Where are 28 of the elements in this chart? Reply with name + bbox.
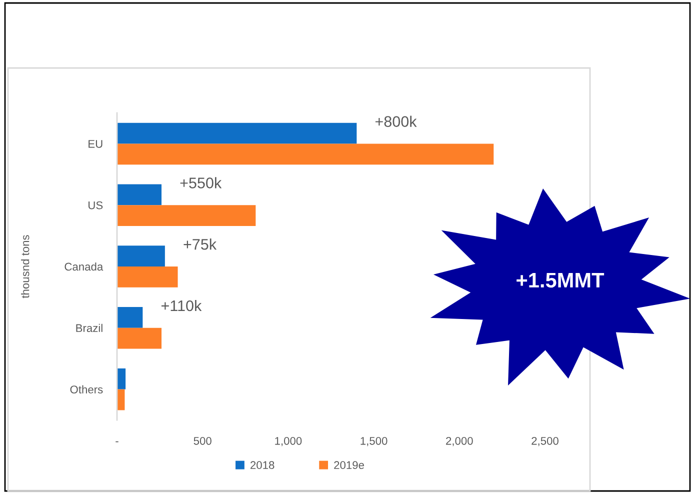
bar xyxy=(117,205,256,226)
x-tick-label: 1,500 xyxy=(360,436,388,446)
x-tick-label: - xyxy=(116,441,118,442)
annotation: +75k xyxy=(184,238,217,250)
bar xyxy=(117,184,162,206)
bar xyxy=(117,122,357,144)
bar xyxy=(117,368,126,390)
x-tick-label: 1,000 xyxy=(275,436,302,446)
y-axis-title: thousnd tons xyxy=(21,235,30,298)
bar xyxy=(117,266,178,288)
annotation: +800k xyxy=(375,116,417,127)
x-tick-label: 2,500 xyxy=(532,436,558,446)
y-tick-label: Brazil xyxy=(76,324,102,332)
legend-label: 2018 xyxy=(250,461,274,470)
bar xyxy=(117,144,494,165)
bar xyxy=(117,246,165,266)
x-tick-label: 500 xyxy=(194,436,212,445)
x-tick-label: 2,000 xyxy=(446,436,473,446)
y-tick-label: Canada xyxy=(64,262,104,271)
annotation: +110k xyxy=(161,300,202,312)
annotation: +550k xyxy=(180,177,222,188)
y-tick-label: EU xyxy=(88,140,102,148)
bar xyxy=(117,328,162,349)
annotation: +1.5MMT xyxy=(516,273,604,288)
y-tick-label: US xyxy=(88,201,103,210)
bar xyxy=(117,307,143,328)
y-tick-label: Others xyxy=(70,385,103,394)
legend-label: 2019e xyxy=(334,461,364,470)
